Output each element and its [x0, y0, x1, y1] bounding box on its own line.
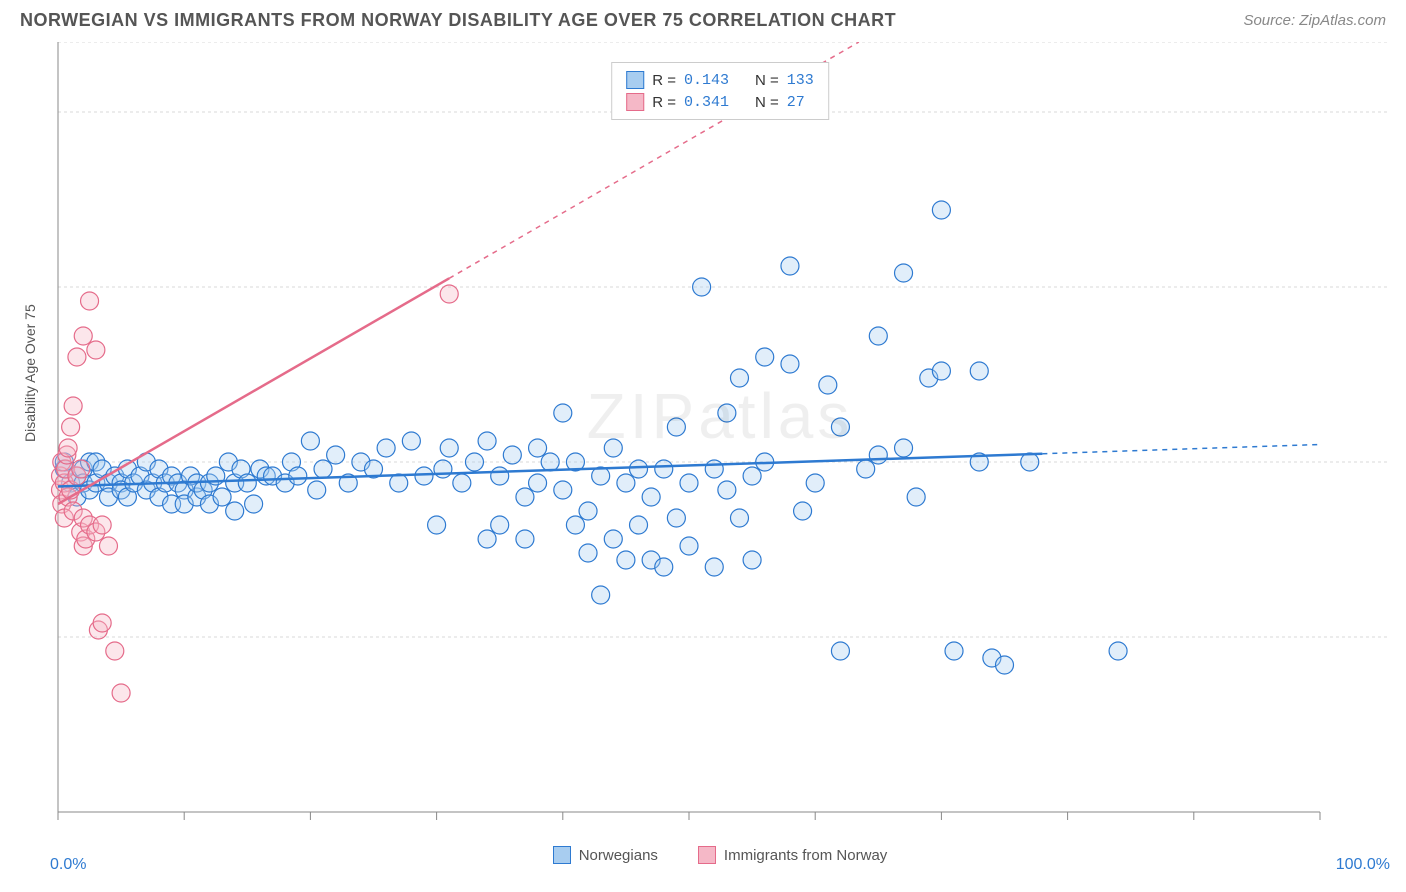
legend-series-item: Norwegians — [553, 846, 658, 864]
chart-title: NORWEGIAN VS IMMIGRANTS FROM NORWAY DISA… — [20, 10, 896, 31]
r-value: 0.143 — [684, 72, 729, 89]
legend-series-item: Immigrants from Norway — [698, 846, 887, 864]
legend-swatch — [698, 846, 716, 864]
r-label: R = — [652, 72, 676, 89]
source-attribution: Source: ZipAtlas.com — [1243, 12, 1386, 29]
legend-series-label: Norwegians — [579, 847, 658, 864]
correlation-legend: R = 0.143 N = 133 R = 0.341 N = 27 — [611, 62, 829, 120]
series-legend: Norwegians Immigrants from Norway — [50, 846, 1390, 864]
legend-series-label: Immigrants from Norway — [724, 847, 887, 864]
y-axis-label: Disability Age Over 75 — [22, 304, 38, 442]
r-value: 0.341 — [684, 94, 729, 111]
scatter-plot — [50, 42, 1390, 822]
chart-container: Disability Age Over 75 ZIPatlas R =0.143… — [50, 42, 1390, 822]
legend-stat-row: R = 0.143 N = 133 — [626, 69, 814, 91]
legend-swatch — [626, 93, 644, 111]
r-label: R = — [652, 94, 676, 111]
n-value: 27 — [787, 94, 805, 111]
legend-stat-row: R = 0.341 N = 27 — [626, 91, 814, 113]
n-value: 133 — [787, 72, 814, 89]
legend-swatch — [553, 846, 571, 864]
legend-swatch — [626, 71, 644, 89]
n-label: N = — [755, 94, 779, 111]
n-label: N = — [755, 72, 779, 89]
